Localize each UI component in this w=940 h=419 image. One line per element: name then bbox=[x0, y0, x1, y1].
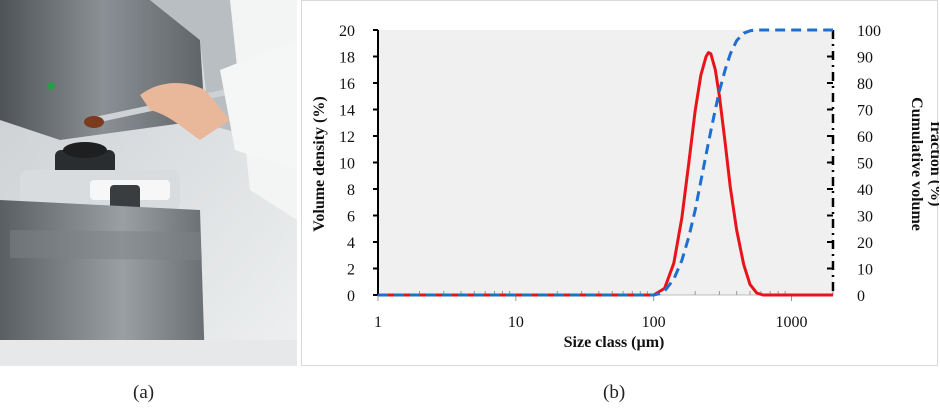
y2-tick-label: 80 bbox=[857, 76, 873, 93]
y-tick-label: 20 bbox=[339, 23, 355, 40]
y-tick-label: 6 bbox=[347, 209, 355, 226]
y-tick-label: 10 bbox=[339, 156, 355, 173]
y2-tick-label: 0 bbox=[857, 288, 865, 305]
y-tick-label: 0 bbox=[347, 288, 355, 305]
x-tick-label: 100 bbox=[642, 314, 666, 331]
y-tick-label: 2 bbox=[347, 262, 355, 279]
x-axis-title: Size class (µm) bbox=[564, 334, 665, 351]
y-axis-title: Volume density (%) bbox=[311, 96, 328, 231]
y2-axis-title-line-2: fraction (%) bbox=[927, 122, 939, 207]
cumulative-fraction-line bbox=[378, 28, 833, 297]
y2-tick-label: 90 bbox=[857, 50, 873, 67]
y2-tick-label: 60 bbox=[857, 129, 873, 146]
caption-a: (a) bbox=[133, 382, 155, 403]
y2-tick-label: 70 bbox=[857, 103, 873, 120]
y2-tick-label: 20 bbox=[857, 235, 873, 252]
y-tick-label: 16 bbox=[339, 76, 355, 93]
x-tick-label: 1000 bbox=[776, 314, 808, 331]
analyzer-photo bbox=[0, 0, 297, 366]
y2-tick-label: 50 bbox=[857, 156, 873, 173]
y-tick-label: 12 bbox=[339, 129, 355, 146]
y-tick-label: 18 bbox=[339, 50, 355, 67]
y2-tick-label: 100 bbox=[857, 23, 881, 40]
y2-tick-label: 10 bbox=[857, 262, 873, 279]
y-tick-label: 8 bbox=[347, 182, 355, 199]
y-tick-label: 4 bbox=[347, 235, 355, 252]
volume-density-line bbox=[378, 51, 833, 297]
chart-panel: 0 2 4 6 8 10 12 14 16 18 20 0 10 20 30 40 50 60 70 80 90 100 1… bbox=[301, 0, 939, 366]
x-tick-label: 10 bbox=[508, 314, 524, 331]
y2-tick-label: 40 bbox=[857, 182, 873, 199]
x-tick-label: 1 bbox=[374, 314, 382, 331]
y2-axis-title-line-1: Cumulative volume bbox=[908, 97, 925, 231]
caption-b: (b) bbox=[603, 382, 626, 403]
y-tick-label: 14 bbox=[339, 103, 355, 120]
particle-size-chart: 0 2 4 6 8 10 12 14 16 18 20 0 10 20 30 40 50 60 70 80 90 100 1… bbox=[311, 23, 939, 351]
y2-tick-label: 30 bbox=[857, 209, 873, 226]
plot-area bbox=[378, 30, 833, 295]
